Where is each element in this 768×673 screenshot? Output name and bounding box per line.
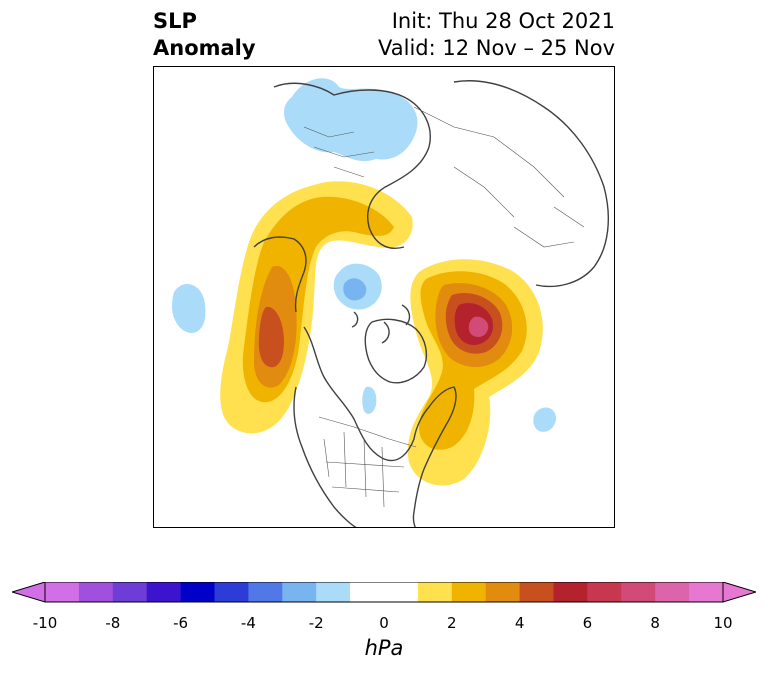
colorbar-bin — [417, 582, 453, 602]
colorbar-tick-label: 2 — [447, 614, 457, 632]
colorbar-bin — [350, 582, 385, 602]
map-panel — [153, 66, 615, 528]
colorbar-tick-label: 0 — [379, 614, 389, 632]
border-europe — [303, 126, 375, 178]
colorbar-bin — [553, 582, 588, 602]
coast-alaska — [253, 236, 307, 313]
border-russia — [413, 106, 565, 218]
colorbar-extend-low — [12, 582, 46, 603]
border-us-canada — [318, 416, 417, 448]
colorbar-bins — [45, 582, 724, 602]
colorbar-bin — [248, 582, 283, 602]
title-left: SLP Anomaly — [153, 8, 256, 62]
colorbar-tick-label: -2 — [308, 614, 324, 632]
colorbar-tick-label: 6 — [582, 614, 593, 632]
coast-europe — [273, 82, 431, 249]
colorbar-extend-high — [722, 582, 756, 603]
colorbar-bin — [587, 582, 622, 602]
colorbar-tick-label: -4 — [240, 614, 256, 632]
coast-west-america — [293, 386, 357, 527]
title-anomaly: Anomaly — [153, 36, 256, 60]
coastlines — [253, 80, 609, 527]
colorbar-bin — [316, 582, 351, 602]
coast-greenland — [364, 318, 428, 384]
colorbar-bin — [485, 582, 521, 602]
colorbar-tick-label: -10 — [32, 614, 58, 632]
title-right: Init: Thu 28 Oct 2021 Valid: 12 Nov – 25… — [378, 8, 615, 62]
colorbar-bin — [689, 582, 724, 602]
colorbar-bin — [78, 582, 114, 602]
coast-arctic-islands — [351, 304, 411, 344]
slp-anomaly-map — [172, 78, 609, 527]
colorbar-tick-label: -8 — [105, 614, 121, 632]
colorbar-bin — [451, 582, 487, 602]
colorbar-bin — [45, 582, 80, 602]
colorbar-tick-label: -6 — [173, 614, 189, 632]
border-us-states — [323, 431, 405, 508]
coast-asia — [453, 80, 609, 288]
anomaly-greenland-blue-inner — [343, 278, 367, 301]
colorbar-bin — [384, 582, 419, 602]
colorbar-outline — [44, 582, 724, 603]
colorbar-tick-label: 8 — [650, 614, 660, 632]
colorbar-bin — [282, 582, 317, 602]
colorbar — [12, 582, 756, 603]
colorbar-tick-label: 10 — [713, 614, 733, 632]
colorbar-bin — [146, 582, 182, 602]
anomaly-hudson-blue — [362, 386, 377, 414]
colorbar-bin — [655, 582, 690, 602]
borders — [303, 106, 585, 508]
border-asia — [513, 206, 585, 248]
anomaly-atlantic-blue — [533, 407, 556, 432]
init-date: Init: Thu 28 Oct 2021 — [391, 9, 615, 33]
anomaly-pacific-blue — [172, 283, 206, 333]
coast-north-america — [303, 326, 457, 527]
colorbar-tick-label: 4 — [514, 614, 525, 632]
colorbar-bin — [214, 582, 249, 602]
anomaly-europe-blue — [284, 78, 418, 162]
colorbar-bin — [180, 582, 215, 602]
anomaly-atlantic-magenta — [468, 316, 489, 337]
colorbar-bin — [112, 582, 148, 602]
colorbar-bin — [621, 582, 656, 602]
colorbar-unit: hPa — [364, 636, 404, 660]
title-variable: SLP — [153, 9, 197, 33]
valid-range: Valid: 12 Nov – 25 Nov — [378, 36, 615, 60]
anomaly-alaska-red — [258, 306, 284, 368]
colorbar-bin — [519, 582, 554, 602]
